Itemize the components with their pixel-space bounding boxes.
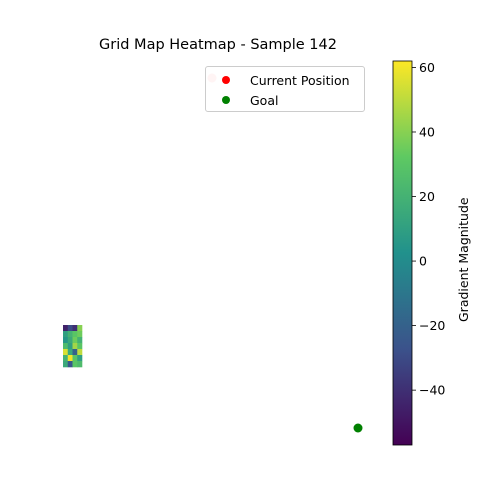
heatmap-cell-r1-c1 (67, 331, 73, 338)
heatmap-cell-r0-c0 (63, 325, 69, 332)
colorbar-label: Gradient Magnitude (456, 197, 471, 322)
legend-marker-goal (222, 96, 230, 104)
heatmap-cell-r3-c3 (77, 343, 83, 350)
colorbar-tick-label: 40 (419, 124, 435, 139)
heatmap-cell-r1-c2 (72, 331, 78, 338)
chart-title: Grid Map Heatmap - Sample 142 (99, 37, 337, 53)
colorbar-tick-label: −20 (419, 318, 445, 333)
heatmap-cell-r5-c0 (63, 355, 69, 362)
heatmap-cell-r6-c2 (72, 361, 78, 368)
colorbar-tick-label: 0 (419, 254, 427, 269)
legend-marker-current-position (222, 76, 230, 84)
heatmap-cell-r4-c0 (63, 349, 69, 356)
heatmap-cell-r5-c2 (72, 355, 78, 362)
colorbar (392, 60, 413, 446)
legend-label-current-position: Current Position (250, 72, 350, 88)
heatmap-cell-r3-c0 (63, 343, 69, 350)
heatmap-cell-r0-c2 (72, 325, 78, 332)
legend-entry-current-position: Current Position (206, 70, 350, 90)
heatmap-cell-r0-c3 (77, 325, 83, 332)
colorbar-tick-label: −40 (419, 383, 445, 398)
goal-marker (353, 423, 363, 433)
heatmap-cell-r4-c3 (77, 349, 83, 356)
heatmap-cell-r4-c2 (72, 349, 78, 356)
heatmap-cell-r3-c1 (67, 343, 73, 350)
heatmap-cell-r5-c3 (77, 355, 83, 362)
heatmap-cell-r3-c2 (72, 343, 78, 350)
legend-entry-goal: Goal (206, 90, 278, 110)
heatmap-cell-r6-c3 (77, 361, 83, 368)
legend: Current Position Goal (205, 66, 365, 112)
heatmap-cell-r5-c1 (67, 355, 73, 362)
heatmap-cell-r2-c0 (63, 337, 69, 344)
heatmap-cell-r6-c0 (63, 361, 69, 368)
heatmap-cell-r6-c1 (67, 361, 73, 368)
heatmap-cell-r0-c1 (67, 325, 73, 332)
legend-label-goal: Goal (250, 92, 279, 108)
heatmap-cell-r2-c1 (67, 337, 73, 344)
heatmap-cell-r4-c1 (67, 349, 73, 356)
heatmap-cell-r2-c3 (77, 337, 83, 344)
colorbar-tick-label: 20 (419, 189, 435, 204)
heatmap-cell-r1-c3 (77, 331, 83, 338)
colorbar-tick-label: 60 (419, 60, 435, 75)
heatmap-cell-r1-c0 (63, 331, 69, 338)
heatmap-cell-r2-c2 (72, 337, 78, 344)
